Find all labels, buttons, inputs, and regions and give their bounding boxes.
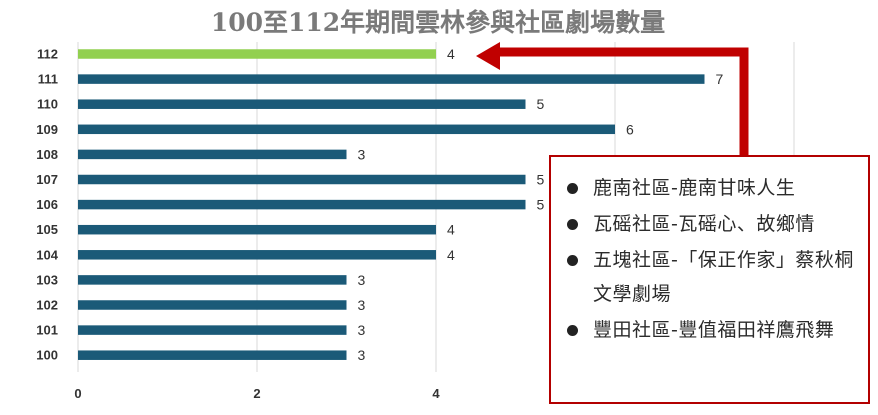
bar <box>78 124 615 135</box>
y-tick-label: 106 <box>36 197 58 212</box>
callout-list: 鹿南社區-鹿南甘味人生 瓦磘社區-瓦磘心、故鄉情 五塊社區-「保正作家」蔡秋桐文… <box>565 171 858 347</box>
bar <box>78 99 526 109</box>
callout-item: 瓦磘社區-瓦磘心、故鄉情 <box>565 207 858 241</box>
callout-item-text: 五塊社區-「保正作家」蔡秋桐文學劇場 <box>593 249 854 305</box>
callout-item-text: 豐田社區-豐值福田祥鷹飛舞 <box>593 319 835 341</box>
bar <box>78 350 347 360</box>
x-axis-labels: 0 2 4 <box>74 386 440 401</box>
data-label: 5 <box>537 96 545 112</box>
data-label: 3 <box>358 322 366 338</box>
data-labels: 4 7 5 6 3 5 5 4 4 3 3 3 3 <box>358 46 724 363</box>
x-tick-label: 2 <box>253 386 260 401</box>
y-tick-label: 102 <box>36 298 58 313</box>
bullet-icon <box>567 183 578 194</box>
bar <box>78 149 347 160</box>
data-label: 4 <box>447 247 455 263</box>
bar <box>78 224 436 235</box>
y-tick-label: 111 <box>38 72 58 87</box>
y-tick-label: 100 <box>36 348 58 363</box>
bars <box>78 49 705 360</box>
callout-box: 鹿南社區-鹿南甘味人生 瓦磘社區-瓦磘心、故鄉情 五塊社區-「保正作家」蔡秋桐文… <box>549 155 870 404</box>
chart-title: 100至112年期間雲林參與社區劇場數量 <box>211 8 665 37</box>
y-tick-label: 108 <box>36 147 58 162</box>
bullet-icon <box>567 255 578 266</box>
bar <box>78 74 705 84</box>
y-tick-label: 112 <box>37 47 58 62</box>
data-label: 4 <box>447 222 455 238</box>
callout-item-text: 鹿南社區-鹿南甘味人生 <box>593 177 796 199</box>
bar <box>78 275 347 285</box>
callout-item: 五塊社區-「保正作家」蔡秋桐文學劇場 <box>565 243 858 311</box>
data-label: 4 <box>447 46 455 62</box>
highlight-arrow <box>476 42 749 155</box>
bar <box>78 174 526 185</box>
y-tick-label: 109 <box>36 122 58 137</box>
arrow-head <box>476 42 500 70</box>
x-tick-label: 4 <box>432 386 440 401</box>
bar <box>78 49 436 59</box>
data-label: 3 <box>358 146 366 162</box>
bar <box>78 300 347 310</box>
x-tick-label: 0 <box>74 386 81 401</box>
callout-item: 豐田社區-豐值福田祥鷹飛舞 <box>565 313 858 347</box>
y-tick-label: 103 <box>36 272 58 287</box>
bullet-icon <box>567 219 578 230</box>
y-tick-label: 104 <box>36 247 58 262</box>
data-label: 7 <box>716 71 724 87</box>
y-tick-label: 110 <box>37 97 58 112</box>
y-tick-label: 107 <box>36 172 58 187</box>
data-label: 5 <box>537 197 545 213</box>
data-label: 6 <box>626 121 634 137</box>
bar <box>78 199 526 210</box>
y-tick-label: 101 <box>36 323 58 338</box>
bar <box>78 250 436 260</box>
data-label: 5 <box>537 172 545 188</box>
data-label: 3 <box>358 297 366 313</box>
arrow-shaft <box>496 47 749 155</box>
y-tick-label: 105 <box>36 222 58 237</box>
data-label: 3 <box>358 272 366 288</box>
data-label: 3 <box>358 347 366 363</box>
bullet-icon <box>567 325 578 336</box>
y-axis-labels: 112 111 110 109 108 107 106 105 104 103 102 101 100 <box>36 47 58 363</box>
callout-item: 鹿南社區-鹿南甘味人生 <box>565 171 858 205</box>
callout-item-text: 瓦磘社區-瓦磘心、故鄉情 <box>593 213 815 235</box>
bar <box>78 325 347 335</box>
